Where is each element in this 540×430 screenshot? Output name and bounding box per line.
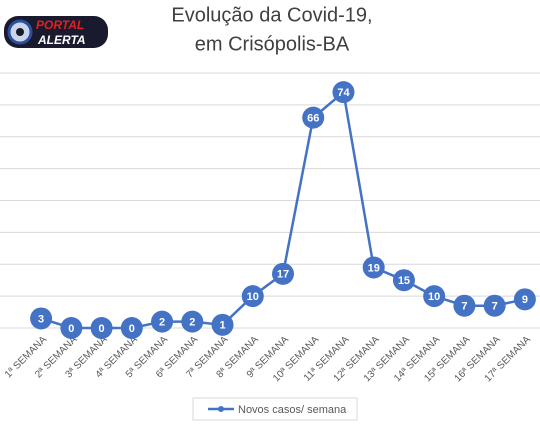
chart-title: Evolução da Covid-19,	[171, 4, 372, 26]
logo-pupil	[16, 28, 24, 36]
data-label: 9	[522, 294, 528, 306]
data-label: 7	[461, 301, 467, 313]
data-point	[513, 288, 536, 311]
data-label: 7	[492, 301, 498, 313]
data-point	[241, 285, 264, 308]
data-point	[392, 269, 415, 292]
data-label: 74	[337, 87, 350, 99]
data-point	[211, 313, 234, 336]
legend-marker	[218, 406, 224, 412]
logo-text: PORTAL	[36, 18, 84, 32]
logo-text: ALERTA	[37, 33, 86, 47]
data-point	[90, 317, 113, 339]
chart-title: em Crisópolis-BA	[195, 33, 350, 55]
data-label: 0	[99, 323, 105, 335]
data-point	[362, 256, 385, 279]
data-label: 10	[428, 291, 440, 303]
data-point	[30, 307, 53, 330]
legend-label: Novos casos/ semana	[238, 404, 347, 416]
logo: PORTAL ALERTA	[4, 16, 108, 48]
data-point	[60, 317, 83, 339]
data-point	[453, 294, 476, 317]
data-label: 10	[247, 291, 259, 303]
data-point	[332, 81, 355, 104]
data-point	[302, 106, 325, 129]
data-point	[423, 285, 446, 308]
data-label: 1	[219, 320, 225, 332]
data-label: 0	[68, 323, 74, 335]
legend-box	[192, 397, 358, 421]
data-point	[483, 294, 506, 317]
data-point	[120, 317, 143, 339]
data-point	[272, 262, 294, 285]
logo-bg	[4, 16, 108, 48]
data-label: 19	[368, 262, 380, 274]
data-label: 3	[38, 313, 44, 325]
data-label: 15	[398, 275, 410, 287]
data-label: 2	[189, 317, 195, 329]
data-label: 17	[277, 269, 289, 281]
data-label: 2	[159, 317, 165, 329]
data-label: 0	[129, 323, 135, 335]
data-point	[151, 310, 174, 333]
data-label: 66	[307, 113, 319, 125]
data-point	[181, 310, 204, 333]
